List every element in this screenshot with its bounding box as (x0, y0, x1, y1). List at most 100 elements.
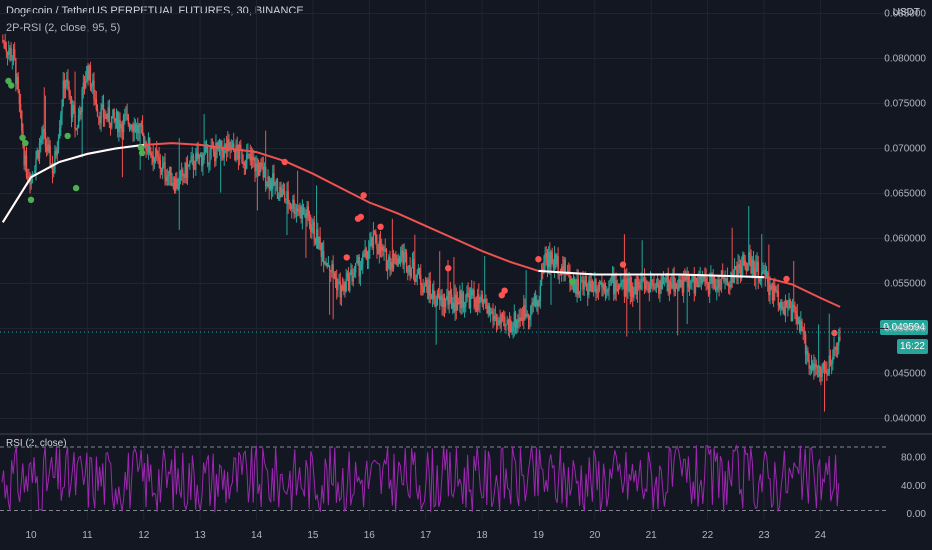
candle-body (643, 277, 646, 290)
candle-body (669, 281, 672, 286)
candle-body (89, 65, 92, 88)
candle-body (388, 256, 390, 262)
candle-body (781, 301, 783, 310)
candle-body (230, 145, 233, 150)
candle-body (73, 104, 75, 112)
candle-body (771, 290, 774, 301)
candle-body (564, 259, 566, 275)
candle-body (745, 268, 748, 271)
candle-body (320, 243, 323, 257)
rsi-pane[interactable]: 80.00 40.00 0.00 (0, 443, 926, 520)
candle-body (448, 291, 450, 305)
candle-body (485, 299, 487, 309)
candle-body (611, 273, 614, 281)
candle-body (597, 288, 600, 290)
candle-body (31, 173, 34, 175)
candle-body (234, 150, 236, 161)
candle-body (725, 278, 727, 281)
candle-body (712, 276, 714, 284)
candle-body (452, 302, 454, 309)
candle-body (246, 154, 248, 169)
candle-body (609, 279, 611, 282)
candle-body (141, 125, 144, 134)
candle-body (446, 296, 448, 300)
price-axis[interactable]: 0.085000 0.080000 0.075000 0.070000 0.065000… (884, 9, 926, 425)
candle-body (262, 166, 264, 178)
candle-body (269, 179, 272, 190)
candle-body (454, 294, 456, 312)
candle-body (746, 264, 749, 271)
candle-body (447, 296, 449, 305)
candle-body (821, 368, 823, 377)
candle-body (169, 166, 171, 176)
candle-body (498, 319, 500, 325)
candle-body (420, 274, 422, 285)
candle-body (617, 288, 620, 290)
candle-body (334, 277, 337, 279)
candle-body (510, 319, 512, 333)
candle-body (493, 316, 495, 321)
candle-body (524, 305, 526, 317)
sell-signal-dot (377, 223, 384, 230)
candle-body (237, 151, 240, 160)
candle-body (21, 110, 23, 131)
candle-body (29, 177, 31, 185)
candle-body (749, 252, 751, 257)
candle-body (105, 114, 107, 119)
time-tick-label: 21 (646, 530, 658, 541)
candle-body (528, 316, 531, 320)
candle-body (730, 272, 732, 288)
candle-body (759, 277, 762, 282)
candle-body (654, 287, 656, 289)
candle-body (584, 280, 587, 284)
candle-body (506, 319, 508, 325)
candle-body (833, 347, 835, 358)
candle-body (218, 141, 221, 147)
candle-body (146, 150, 148, 152)
candle-body (425, 279, 428, 286)
candle-body (13, 49, 16, 59)
candle-body (9, 48, 11, 52)
candle-body (167, 175, 170, 177)
candle-body (260, 163, 262, 165)
indicator-legend[interactable]: 2P-RSI (2, close, 95, 5) (6, 22, 121, 34)
candle-body (684, 276, 686, 280)
candle-body (676, 286, 679, 291)
candle-body (557, 256, 559, 275)
candle-body (678, 278, 680, 291)
candle-body (158, 157, 160, 161)
candle-body (628, 277, 630, 284)
rsi-legend[interactable]: RSI (2, close) (6, 438, 67, 449)
candle-body (199, 154, 202, 156)
price-tick-label: 0.065000 (884, 189, 926, 200)
candle-body (565, 274, 568, 276)
candle-body (272, 173, 274, 190)
candle-body (827, 373, 829, 375)
candle-body (532, 302, 534, 306)
candle-body (306, 206, 308, 219)
candle-body (624, 278, 627, 297)
candle-body (598, 284, 601, 290)
candle-body (820, 376, 822, 378)
candle-body (322, 251, 325, 264)
candle-body (299, 206, 301, 213)
price-tick-label: 0.040000 (884, 414, 926, 425)
candle-body (280, 186, 282, 197)
candle-body (589, 280, 591, 292)
candle-body (815, 363, 817, 367)
candle-body (816, 366, 819, 368)
candle-body (501, 314, 504, 317)
candle-body (523, 305, 525, 321)
candle-body (390, 262, 392, 271)
candle-body (536, 300, 538, 306)
candle-body (346, 272, 349, 280)
candle-body (99, 117, 101, 124)
candle-body (594, 279, 596, 292)
candle-body (559, 274, 562, 276)
time-axis[interactable]: 10 11 12 13 14 15 16 17 18 19 20 21 22 23 24 (25, 530, 826, 541)
rsi-line (1, 443, 840, 513)
candle-body (757, 261, 759, 279)
buy-signal-dot (137, 144, 145, 151)
candle-body (636, 281, 639, 295)
